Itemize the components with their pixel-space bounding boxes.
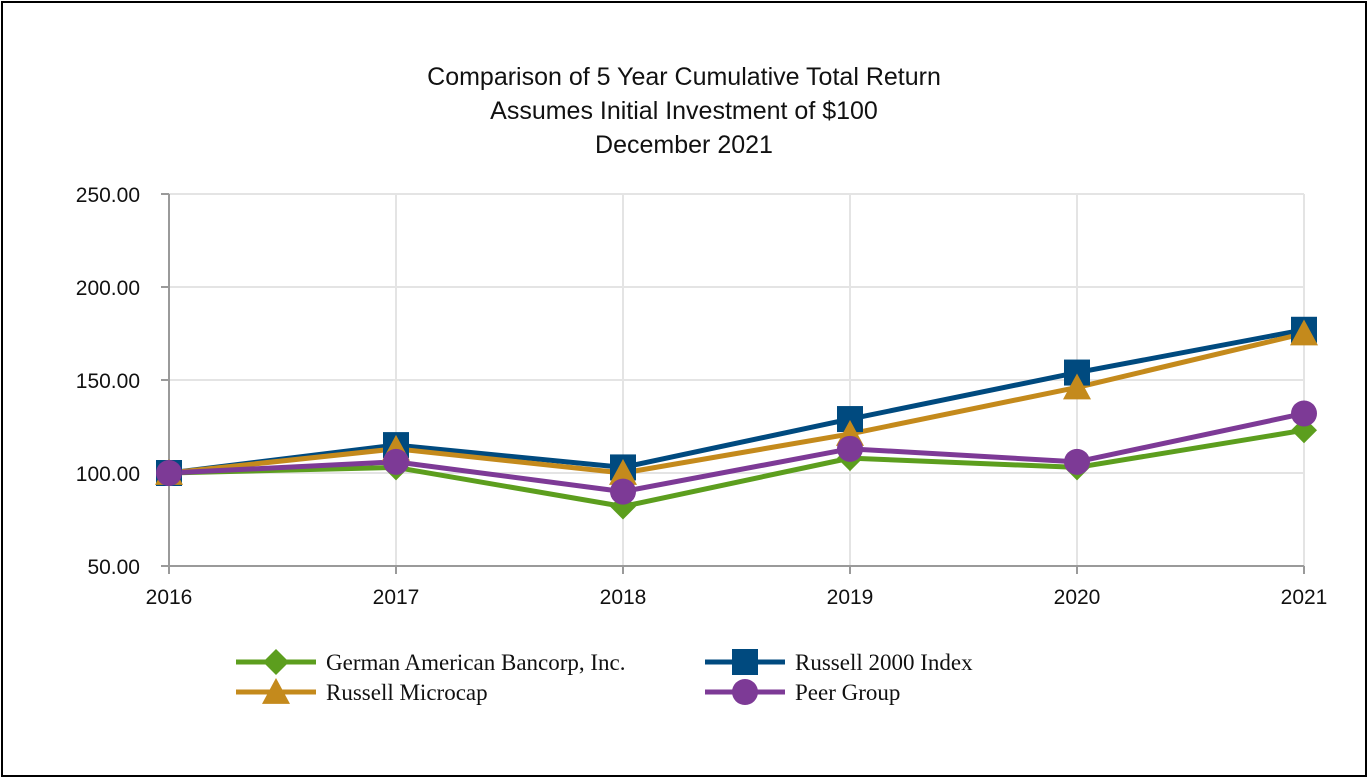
legend: German American Bancorp, Inc. Russell 200…: [236, 649, 973, 705]
chart-title-line-2: Assumes Initial Investment of $100: [490, 97, 878, 125]
y-tick-labels: 50.00 100.00 150.00 200.00 250.00: [76, 184, 140, 579]
x-tick-label-4: 2020: [1054, 586, 1101, 609]
x-tick-label-2: 2018: [600, 586, 647, 609]
series-line-2: [168, 331, 1305, 476]
y-tick-label-1: 100.00: [76, 463, 140, 486]
y-tick-label-0: 50.00: [87, 556, 140, 579]
series-3-point-4: [1064, 448, 1090, 475]
legend-label-3: Peer Group: [795, 680, 900, 705]
x-tick-label-0: 2016: [146, 586, 193, 609]
chart-title-line-3: December 2021: [595, 131, 773, 159]
legend-label-1: Russell 2000 Index: [795, 650, 973, 675]
series-line-3: [168, 411, 1305, 495]
series-3-point-1: [383, 448, 409, 475]
x-tick-label-3: 2019: [827, 586, 874, 609]
chart-title-block: Comparison of 5 Year Cumulative Total Re…: [427, 63, 941, 159]
legend-marker-3: [732, 679, 758, 705]
legend-marker-2: [262, 678, 290, 704]
gridlines: [169, 193, 1305, 566]
series-3-point-3: [837, 435, 863, 462]
y-tick-label-3: 200.00: [76, 277, 140, 300]
series-lines: [168, 327, 1305, 509]
x-tick-labels: 2016 2017 2018 2019 2020 2021: [146, 586, 1328, 609]
series-2-point-5: [1290, 319, 1318, 346]
series-3-point-2: [610, 478, 636, 505]
series-line-1: [168, 327, 1305, 476]
series-2-point-2: [609, 459, 637, 485]
legend-marker-1: [732, 649, 758, 675]
series-3-point-5: [1291, 400, 1317, 427]
x-tick-label-5: 2021: [1281, 586, 1328, 609]
y-tick-label-2: 150.00: [76, 370, 140, 393]
legend-marker-0: [263, 649, 289, 675]
series-markers: [155, 316, 1318, 520]
chart-title-line-1: Comparison of 5 Year Cumulative Total Re…: [427, 63, 941, 91]
axes: [161, 193, 1305, 574]
series-line-0: [168, 427, 1305, 509]
y-tick-label-4: 250.00: [76, 184, 140, 207]
series-2-point-4: [1063, 373, 1091, 400]
legend-label-2: Russell Microcap: [326, 680, 488, 705]
series-3-point-0: [156, 460, 182, 486]
x-tick-label-1: 2017: [373, 586, 420, 609]
legend-label-0: German American Bancorp, Inc.: [326, 650, 626, 675]
